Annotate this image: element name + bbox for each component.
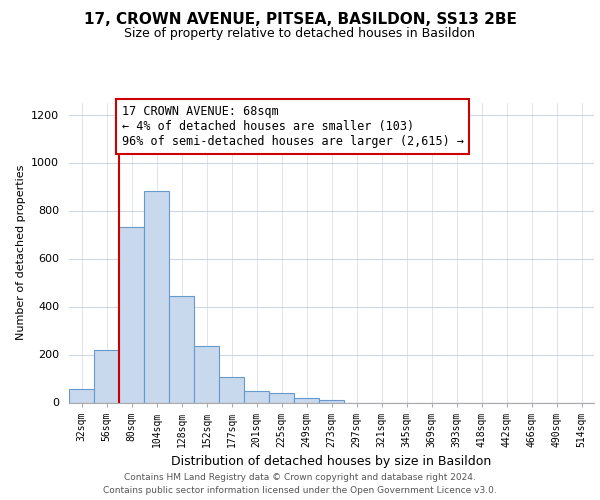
Bar bbox=[144, 192, 169, 402]
Text: 17, CROWN AVENUE, PITSEA, BASILDON, SS13 2BE: 17, CROWN AVENUE, PITSEA, BASILDON, SS13… bbox=[83, 12, 517, 28]
Bar bbox=[269, 393, 294, 402]
Bar bbox=[319, 400, 344, 402]
Text: Size of property relative to detached houses in Basildon: Size of property relative to detached ho… bbox=[125, 28, 476, 40]
Bar bbox=[94, 350, 119, 403]
Bar bbox=[119, 228, 144, 402]
Text: Contains HM Land Registry data © Crown copyright and database right 2024.
Contai: Contains HM Land Registry data © Crown c… bbox=[103, 474, 497, 495]
Bar bbox=[169, 296, 194, 403]
Bar bbox=[244, 390, 269, 402]
Text: 17 CROWN AVENUE: 68sqm
← 4% of detached houses are smaller (103)
96% of semi-det: 17 CROWN AVENUE: 68sqm ← 4% of detached … bbox=[121, 105, 464, 148]
Bar bbox=[194, 346, 219, 403]
Y-axis label: Number of detached properties: Number of detached properties bbox=[16, 165, 26, 340]
Bar bbox=[69, 390, 94, 402]
X-axis label: Distribution of detached houses by size in Basildon: Distribution of detached houses by size … bbox=[172, 455, 491, 468]
Bar bbox=[219, 378, 244, 402]
Bar bbox=[294, 398, 319, 402]
